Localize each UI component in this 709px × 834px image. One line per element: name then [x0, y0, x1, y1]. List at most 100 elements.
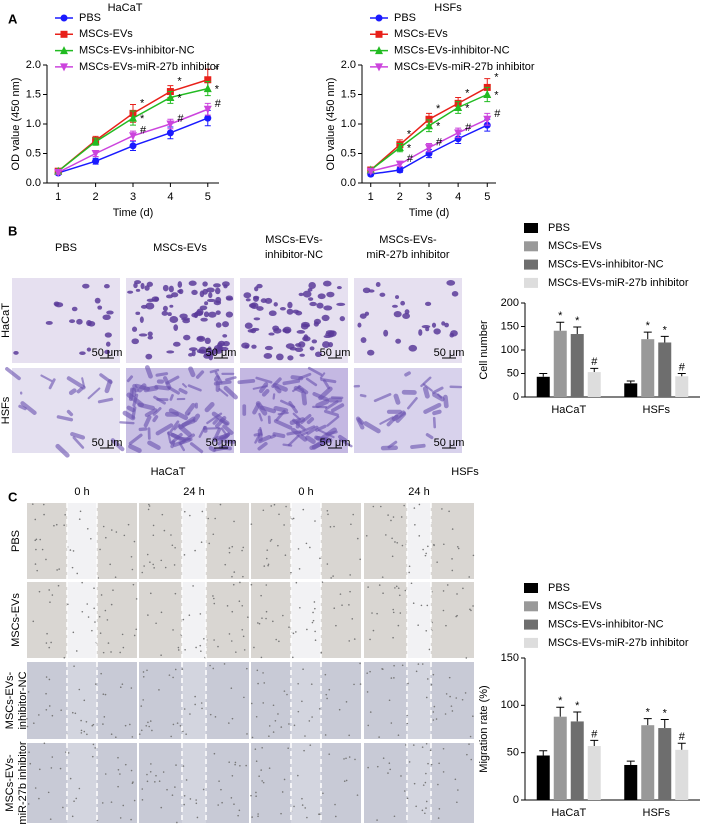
cell: [268, 310, 277, 317]
cell: [76, 318, 83, 325]
cell: [45, 320, 53, 325]
time-header: 24 h: [183, 486, 204, 498]
cell: [148, 505, 151, 507]
cell: [299, 606, 301, 609]
cell: [182, 383, 187, 388]
point: [483, 90, 492, 98]
significance-mark: #: [407, 153, 414, 165]
cell: [256, 283, 263, 289]
cell: [142, 699, 145, 701]
cell: [63, 656, 66, 659]
cell: [93, 587, 95, 589]
cell: [213, 283, 221, 288]
cell: [117, 785, 119, 788]
y-tick-label: 0: [513, 391, 519, 403]
cell: [140, 282, 145, 290]
cell: [34, 539, 37, 542]
cell: [69, 319, 76, 324]
cell: [213, 602, 216, 605]
cell: [293, 805, 295, 808]
cell: [36, 569, 38, 572]
cell: [91, 755, 94, 758]
cell: [404, 371, 411, 377]
cell: [237, 379, 256, 385]
cell: [314, 520, 316, 522]
cell: [218, 780, 220, 782]
cell: [292, 517, 295, 520]
cell: [133, 799, 136, 802]
cell: [263, 565, 266, 567]
cell: [387, 514, 389, 516]
cell: [48, 678, 51, 681]
cell: [189, 798, 192, 800]
cell: [263, 682, 266, 684]
legend-label: PBS: [548, 222, 570, 234]
cell: [306, 816, 308, 819]
time-header: 24 h: [408, 486, 429, 498]
cell: [133, 634, 136, 637]
cell: [251, 816, 253, 818]
cell: [255, 795, 257, 798]
cell: [87, 616, 90, 618]
cell: [450, 330, 458, 337]
cell: [127, 290, 134, 294]
cell: [365, 534, 368, 537]
cell: [383, 329, 389, 337]
cell: [319, 372, 326, 379]
cell: [151, 296, 159, 302]
cell: [263, 353, 273, 359]
cell: [213, 639, 215, 641]
y-tick-label: 150: [501, 652, 519, 664]
cell: [366, 672, 368, 674]
cell: [238, 809, 241, 812]
cell: [255, 376, 273, 384]
cell: [451, 558, 453, 560]
cell: [69, 777, 72, 780]
significance-mark: *: [436, 121, 441, 133]
cell: [275, 409, 286, 422]
cell: [251, 344, 257, 349]
cell: [138, 733, 141, 735]
cell: [122, 804, 125, 807]
cell: [49, 601, 51, 603]
cell: [451, 291, 459, 297]
cell: [466, 753, 468, 756]
cell: [223, 284, 228, 289]
cell: [265, 617, 267, 620]
cell: [469, 735, 472, 738]
cell: [313, 318, 322, 325]
cell: [273, 419, 293, 430]
x-tick-label: 2: [93, 191, 99, 203]
cell: [366, 691, 369, 693]
cell: [212, 595, 214, 597]
cell: [388, 699, 391, 702]
scale-bar-label: 50 μm: [320, 347, 351, 359]
cell: [288, 626, 290, 628]
cell: [104, 332, 112, 338]
cell: [432, 711, 435, 713]
cell: [239, 765, 241, 767]
cell: [131, 326, 138, 332]
cell: [183, 510, 186, 513]
cell: [228, 722, 230, 724]
significance-mark: #: [465, 122, 472, 134]
cell: [35, 548, 37, 551]
cell: [217, 432, 230, 446]
cell: [147, 614, 149, 616]
significance-mark: *: [494, 89, 499, 101]
cell: [45, 642, 48, 644]
cell: [338, 438, 353, 448]
cell: [414, 523, 416, 526]
cell: [441, 508, 443, 510]
cell: [73, 800, 75, 803]
cell: [195, 646, 197, 649]
cell: [282, 614, 284, 617]
cell: [425, 630, 428, 632]
cell: [230, 640, 233, 642]
cell: [273, 302, 278, 307]
cell: [215, 322, 222, 328]
cell: [183, 708, 186, 710]
cell: [209, 368, 220, 374]
cell: [138, 427, 148, 432]
cell: [312, 619, 315, 622]
